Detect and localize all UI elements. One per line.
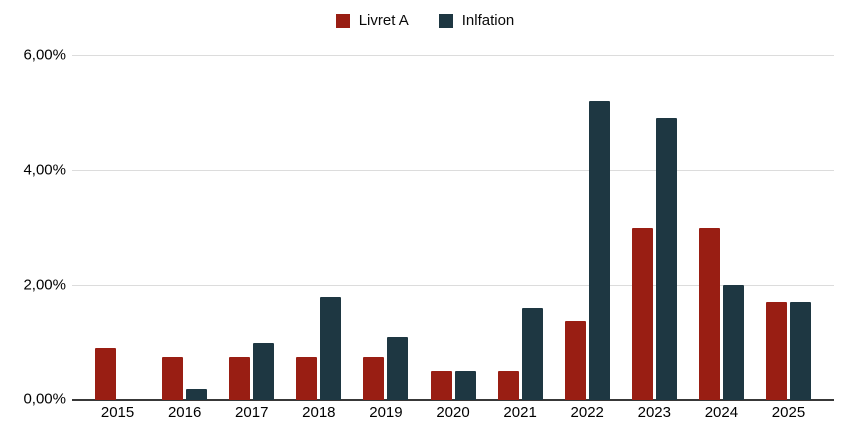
- bar-group-2015: [84, 55, 151, 400]
- x-tick-2016: 2016: [167, 404, 202, 421]
- bar-group-2021: [487, 55, 554, 400]
- x-axis-line: [72, 399, 834, 401]
- bar-group-2016: [151, 55, 218, 400]
- bar-inlfation-2020: [454, 371, 476, 400]
- x-tick-2015: 2015: [100, 404, 135, 421]
- inflation-swatch-icon: [438, 13, 453, 28]
- bar-livret-a-2020: [430, 371, 452, 400]
- bar-group-2017: [218, 55, 285, 400]
- legend-item-livret-a: Livret A: [335, 12, 409, 29]
- bar-livret-a-2024: [698, 227, 720, 400]
- legend-item-inflation: Inlfation: [438, 12, 515, 29]
- bar-livret-a-2018: [296, 356, 318, 400]
- gridline-4pct: [72, 170, 834, 171]
- bar-group-2024: [688, 55, 755, 400]
- bar-inlfation-2016: [186, 388, 208, 400]
- x-tick-2021: 2021: [503, 404, 537, 421]
- bar-group-2023: [621, 55, 688, 400]
- gridline-6pct: [72, 55, 834, 56]
- legend-label-inflation: Inlfation: [461, 12, 515, 29]
- bar-group-2020: [419, 55, 486, 400]
- y-tick-0: 0,00%: [23, 390, 66, 408]
- bar-inlfation-2019: [387, 336, 409, 400]
- y-tick-2: 2,00%: [23, 276, 66, 294]
- legend: Livret A Inlfation: [0, 12, 850, 29]
- legend-label-livret-a: Livret A: [358, 12, 409, 29]
- bar-livret-a-2016: [162, 356, 184, 400]
- x-tick-2022: 2022: [570, 404, 604, 421]
- bar-inlfation-2022: [588, 101, 610, 400]
- bar-livret-a-2017: [229, 356, 251, 400]
- x-tick-2024: 2024: [704, 404, 739, 421]
- bar-inlfation-2023: [655, 118, 677, 400]
- x-tick-2023: 2023: [637, 404, 671, 421]
- x-tick-2017: 2017: [235, 404, 269, 421]
- bar-inlfation-2021: [521, 308, 543, 400]
- livret-a-swatch-icon: [335, 13, 350, 28]
- bar-inlfation-2024: [722, 285, 744, 400]
- bars-row: [72, 55, 834, 400]
- bar-livret-a-2021: [497, 371, 519, 400]
- bar-livret-a-2019: [363, 356, 385, 400]
- bar-livret-a-2023: [631, 227, 653, 400]
- bar-livret-a-2022: [564, 320, 586, 400]
- bar-group-2022: [554, 55, 621, 400]
- y-tick-6: 6,00%: [23, 46, 66, 64]
- x-tick-2019: 2019: [369, 404, 403, 421]
- x-tick-2020: 2020: [436, 404, 470, 421]
- bar-inlfation-2025: [789, 302, 811, 400]
- x-tick-2018: 2018: [302, 404, 336, 421]
- y-tick-4: 4,00%: [23, 161, 66, 179]
- bar-livret-a-2015: [95, 348, 117, 400]
- bar-group-2025: [755, 55, 822, 400]
- bar-livret-a-2025: [765, 302, 787, 400]
- gridline-2pct: [72, 285, 834, 286]
- bar-inlfation-2018: [320, 296, 342, 400]
- bar-group-2018: [285, 55, 352, 400]
- bar-inlfation-2017: [253, 342, 275, 400]
- x-axis-labels: 2015 2016 2017 2018 2019 2020 2021 2022 2023 2024…: [72, 404, 834, 421]
- bar-group-2019: [352, 55, 419, 400]
- plot-area: [72, 55, 834, 401]
- x-tick-2025: 2025: [771, 404, 806, 421]
